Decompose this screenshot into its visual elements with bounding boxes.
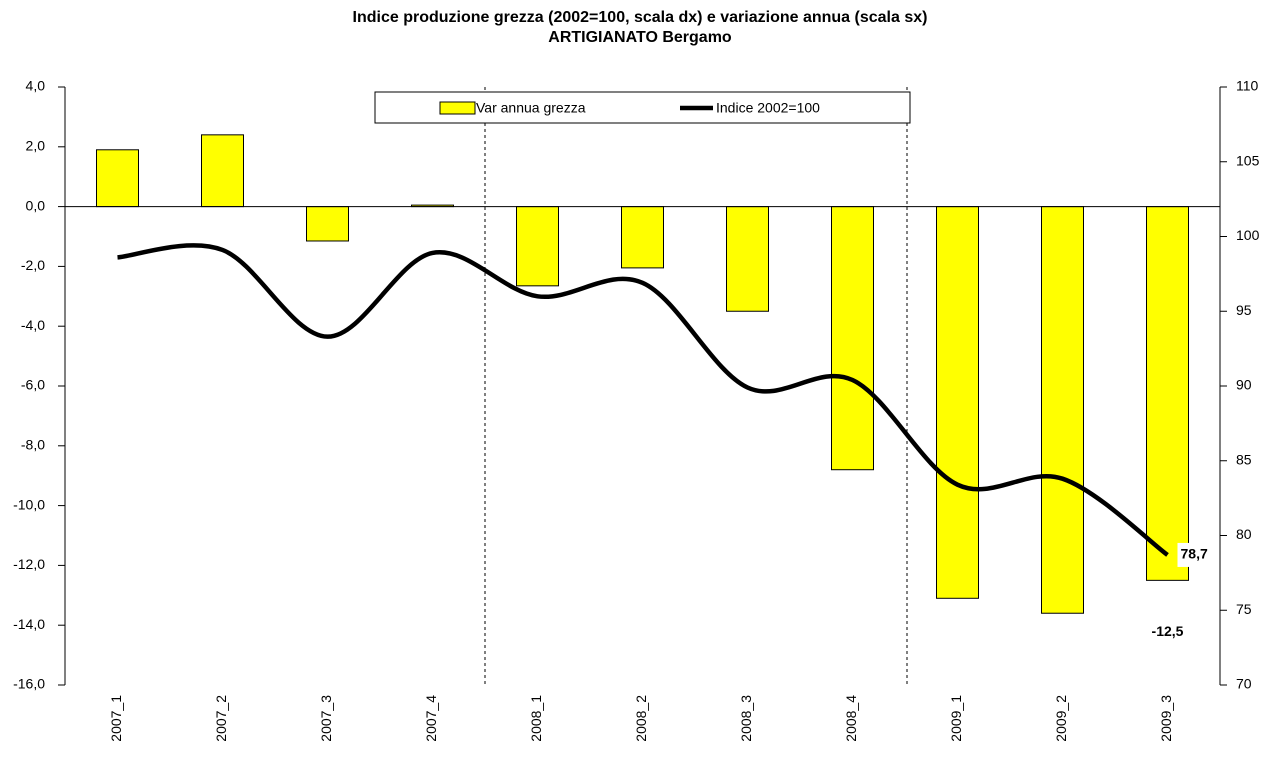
- legend-label: Var annua grezza: [476, 100, 586, 116]
- x-tick-label: 2007_3: [318, 695, 334, 742]
- chart-subtitle: ARTIGIANATO Bergamo: [548, 29, 732, 46]
- y-tick-label: -14,0: [13, 616, 45, 632]
- x-tick-label: 2008_2: [633, 695, 649, 742]
- y-tick-label: -2,0: [21, 257, 45, 273]
- bar: [96, 149, 139, 208]
- x-tick-label: 2007_4: [423, 695, 439, 742]
- bar: [1041, 206, 1084, 614]
- x-tick-label: 2009_2: [1053, 695, 1069, 742]
- bar: [621, 206, 664, 269]
- y-tick-label: -4,0: [21, 317, 45, 333]
- line: [117, 243, 1169, 557]
- bar: [831, 206, 874, 471]
- bar: [306, 206, 349, 242]
- y2-tick-label: 95: [1236, 302, 1252, 318]
- y-tick-label: -6,0: [21, 377, 45, 393]
- y2-tick-label: 75: [1236, 601, 1252, 617]
- y2-tick-label: 85: [1236, 451, 1252, 467]
- x-tick-label: 2009_1: [948, 695, 964, 742]
- x-tick-label: 2007_1: [108, 695, 124, 742]
- y2-tick-label: 105: [1236, 152, 1260, 168]
- y-tick-label: 2,0: [26, 138, 46, 154]
- y-tick-label: 0,0: [26, 197, 46, 213]
- bar: [726, 206, 769, 312]
- data-label-bg: [1177, 542, 1218, 567]
- x-tick-label: 2008_4: [843, 695, 859, 742]
- y-tick-label: -12,0: [13, 556, 45, 572]
- y2-tick-label: 90: [1236, 377, 1252, 393]
- y2-tick-label: 80: [1236, 526, 1252, 542]
- x-tick-label: 2008_3: [738, 695, 754, 742]
- bar: [936, 206, 979, 599]
- legend-swatch: [439, 101, 476, 115]
- bar: [201, 134, 244, 208]
- bar: [516, 206, 559, 287]
- y2-tick-label: 70: [1236, 676, 1252, 692]
- legend: Var annua grezza Indice 2002=100: [374, 91, 911, 124]
- data-label: 78,7: [1181, 546, 1208, 562]
- y2-tick-label: 100: [1236, 227, 1260, 243]
- chart-title: Indice produzione grezza (2002=100, scal…: [353, 9, 928, 26]
- y-tick-label: -16,0: [13, 676, 45, 692]
- y-tick-label: -8,0: [21, 437, 45, 453]
- x-tick-label: 2008_1: [528, 695, 544, 742]
- y2-tick-label: 110: [1236, 78, 1259, 94]
- data-label: -12,5: [1152, 623, 1184, 639]
- x-tick-label: 2007_2: [213, 695, 229, 742]
- legend-label: Indice 2002=100: [716, 100, 820, 116]
- bar: [1146, 206, 1189, 581]
- x-tick-label: 2009_3: [1158, 695, 1174, 742]
- y-tick-label: -10,0: [13, 496, 45, 512]
- y-tick-label: 4,0: [26, 78, 46, 94]
